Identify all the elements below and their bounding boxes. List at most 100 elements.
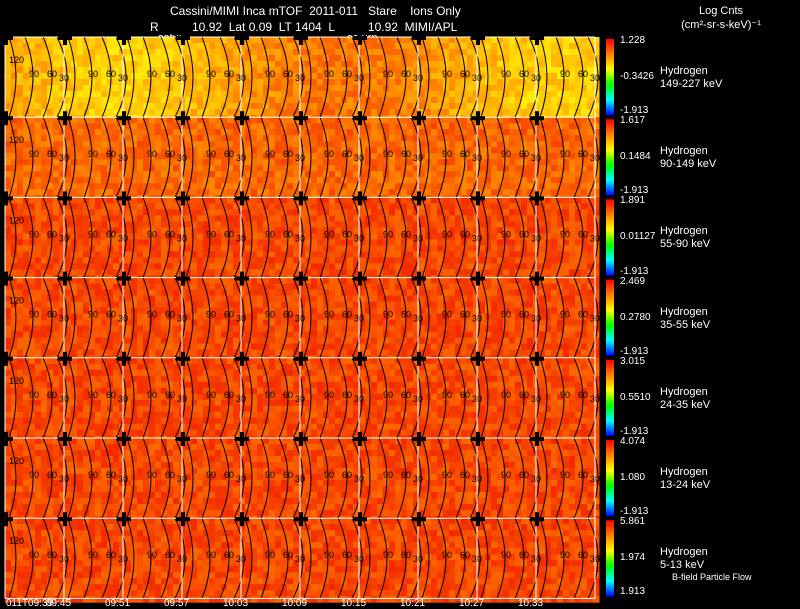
contour-label: 60 [224, 550, 234, 560]
colorbar-scale-min: -1.913 [620, 185, 649, 197]
contour-label: 90 [383, 550, 393, 560]
contour-label: 60 [165, 310, 175, 320]
colorbar-scale-max: 1.228 [620, 35, 646, 46]
contour-label: 60 [283, 69, 293, 79]
row-label: Hydrogen 13-24 keV [660, 466, 710, 492]
row-species: Hydrogen [660, 145, 708, 158]
row-energy: 13-24 keV [660, 479, 711, 491]
contour-label: 90 [501, 390, 511, 400]
contour-label: 60 [342, 550, 352, 560]
contour-label: 60 [460, 229, 470, 239]
contour-label: 90 [88, 69, 98, 79]
contour-label: 90 [383, 149, 393, 159]
contour-label: 60 [519, 390, 529, 400]
contour-label: 90 [560, 229, 570, 239]
contour-label: 90 [324, 69, 334, 79]
contour-label: 90 [88, 470, 98, 480]
row-species: Hydrogen [660, 385, 708, 398]
colorbar-scale-mid: 0.5510 [620, 391, 651, 403]
contour-label: 90 [442, 149, 452, 159]
contour-label: 60 [283, 149, 293, 159]
cross-marker [476, 512, 480, 527]
contour-label: 60 [401, 69, 411, 79]
time-tick-label: 10:21 [400, 598, 426, 609]
colorbar-scale-max: 5.861 [620, 516, 646, 528]
contour-label: 60 [165, 229, 175, 239]
cross-marker [358, 351, 362, 366]
contour-label: 60 [106, 550, 116, 560]
colorbar-scale-max: 3.015 [620, 355, 646, 367]
contour-label: 60 [283, 390, 293, 400]
cross-marker [476, 271, 480, 286]
contour-label: 60 [106, 310, 116, 320]
contour-label: 60 [224, 229, 234, 239]
units-line1: Log Cnts [698, 5, 744, 17]
contour-label: 60 [342, 69, 352, 79]
cross-marker [4, 191, 8, 206]
cross-marker [122, 191, 126, 206]
cross-marker [63, 191, 67, 206]
cross-marker [358, 271, 362, 286]
row-energy: 24-35 keV [660, 398, 711, 411]
contour-label: 90 [206, 229, 216, 239]
cross-marker [535, 191, 539, 206]
contour-label: 60 [106, 69, 116, 79]
cross-marker [181, 191, 185, 206]
contour-label: 60 [165, 550, 175, 560]
contour-label: 120 [9, 536, 24, 546]
time-tick-label: 10:03 [223, 598, 249, 609]
row-label: Hydrogen 5-13 keV [660, 546, 708, 572]
contour-label: 60 [401, 390, 411, 400]
contour-label: 90 [88, 149, 98, 159]
time-tick-label: 10:33 [518, 598, 544, 609]
cross-marker [358, 512, 362, 527]
chart-title: Cassini/MIMI Inca mTOF 2011-011 Stare Io… [170, 4, 461, 18]
contour-label: 120 [9, 456, 24, 466]
contour-label: 60 [460, 390, 470, 400]
cross-marker [122, 111, 126, 126]
contour-label: 90 [206, 390, 216, 400]
cross-marker [122, 432, 126, 446]
cross-marker [535, 512, 539, 527]
contour-label: 90 [265, 69, 275, 79]
chart-subtitle: R 10.92 Lat 0.09 LT 1404 L 10.92 MIMI/AP… [150, 20, 458, 34]
contour-label: 60 [47, 550, 57, 560]
cross-marker [476, 191, 480, 206]
cross-marker [181, 351, 185, 366]
contour-label: 60 [47, 229, 57, 239]
cross-marker [535, 271, 539, 286]
contour-label: 90 [442, 310, 452, 320]
contour-label: 60 [401, 149, 411, 159]
contour-label: 90 [29, 390, 39, 400]
contour-label: 90 [501, 310, 511, 320]
contour-label: 60 [283, 550, 293, 560]
colorbar-scale-mid: -0.3426 [620, 71, 654, 82]
cross-marker [4, 432, 8, 446]
colorbar-scale-max: 2.469 [620, 275, 646, 287]
colorbar [606, 119, 614, 196]
colorbar [606, 39, 614, 116]
contour-label: 60 [578, 470, 588, 480]
cross-marker [417, 111, 421, 126]
contour-label: 90 [442, 69, 452, 79]
contour-label: 60 [519, 470, 529, 480]
contour-label: 60 [165, 390, 175, 400]
contour-label: 90 [88, 390, 98, 400]
contour-label: 60 [460, 310, 470, 320]
contour-label: 90 [206, 310, 216, 320]
colorbar [606, 359, 614, 436]
cross-marker [63, 111, 67, 126]
contour-label: 90 [324, 390, 334, 400]
row-energy: 149-227 keV [660, 78, 723, 90]
cross-marker [299, 191, 303, 206]
cross-marker [417, 512, 421, 527]
contour-label: 60 [224, 149, 234, 159]
contour-label: 90 [29, 310, 39, 320]
contour-label: 120 [9, 376, 24, 386]
cross-marker [4, 31, 8, 45]
contour-label: 90 [501, 69, 511, 79]
contour-label: 90 [442, 229, 452, 239]
cross-marker [358, 432, 362, 446]
contour-label: 90 [88, 550, 98, 560]
cross-marker [299, 31, 303, 45]
